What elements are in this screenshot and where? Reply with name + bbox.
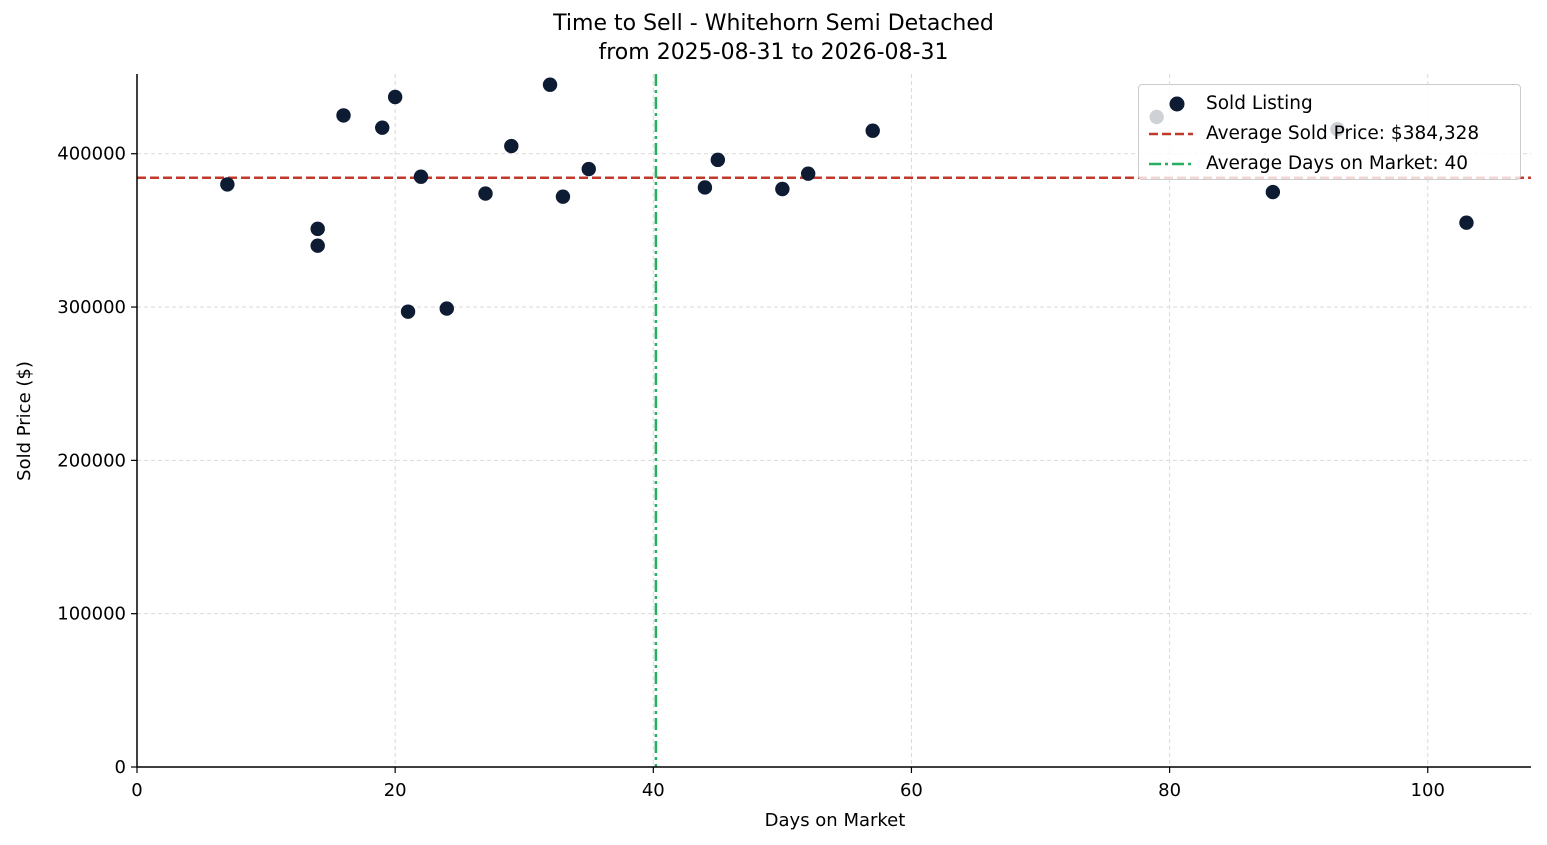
- x-tick-label: 60: [900, 780, 923, 801]
- axes: 0 20 40 60 80 100 0 100000 200000 300000 400000: [57, 74, 1531, 801]
- legend-item-avg-price: Average Sold Price: $384,328: [1139, 119, 1520, 149]
- x-tick-label: 80: [1158, 780, 1181, 801]
- x-axis-label: Days on Market: [765, 810, 906, 831]
- data-point: [336, 108, 351, 123]
- legend: Sold Listing Average Sold Price: $384,32…: [1138, 84, 1521, 180]
- data-point: [375, 120, 390, 135]
- data-point: [478, 186, 493, 201]
- data-point: [697, 180, 713, 195]
- y-axis-label: Sold Price ($): [14, 361, 35, 481]
- x-tick-label: 20: [384, 780, 407, 801]
- legend-label-avg-days: Average Days on Market: 40: [1206, 153, 1469, 174]
- legend-marker-dot: [1169, 96, 1185, 112]
- data-point: [310, 238, 325, 253]
- legend-marker-dashed-line: [1149, 132, 1193, 136]
- data-point: [542, 77, 558, 92]
- data-point: [581, 161, 596, 177]
- legend-label-sold-listing: Sold Listing: [1206, 93, 1313, 114]
- x-tick-label: 0: [131, 780, 142, 801]
- data-point: [413, 169, 429, 184]
- y-tick-label: 300000: [57, 297, 126, 318]
- data-point: [400, 304, 416, 319]
- data-point: [1265, 184, 1281, 200]
- y-tick-label: 200000: [57, 450, 126, 471]
- y-tick-label: 100000: [57, 604, 126, 625]
- data-point: [220, 177, 235, 192]
- grid: [137, 74, 1531, 767]
- x-tick-label: 40: [642, 780, 665, 801]
- x-tick-label: 100: [1411, 780, 1445, 801]
- data-point: [387, 89, 403, 105]
- y-tick-label: 400000: [57, 144, 126, 165]
- legend-marker-dashdot-line: [1149, 162, 1193, 166]
- chart-title-line-2: from 2025-08-31 to 2026-08-31: [598, 40, 949, 65]
- chart-title-line-1: Time to Sell - Whitehorn Semi Detached: [553, 11, 994, 36]
- data-point: [1459, 215, 1474, 230]
- data-point: [555, 189, 571, 204]
- legend-item-avg-days: Average Days on Market: 40: [1139, 149, 1520, 179]
- legend-item-sold-listing: Sold Listing: [1139, 89, 1520, 119]
- y-tick-label: 0: [115, 757, 126, 778]
- data-point: [865, 123, 880, 138]
- data-point: [775, 181, 790, 197]
- data-point: [710, 152, 726, 168]
- data-point: [800, 166, 816, 181]
- data-point: [439, 301, 454, 316]
- legend-label-avg-price: Average Sold Price: $384,328: [1206, 123, 1480, 144]
- data-point: [504, 138, 519, 154]
- data-point: [310, 221, 325, 237]
